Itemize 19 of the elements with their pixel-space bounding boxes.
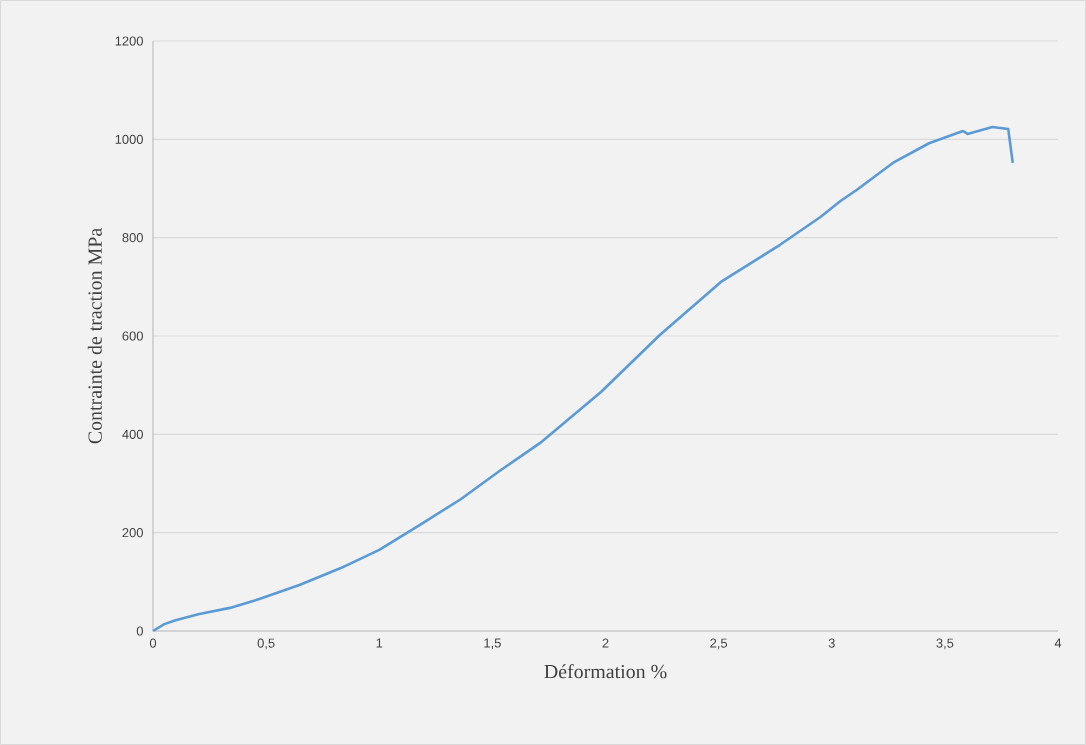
y-tick-label: 0 [136,626,143,636]
x-tick-label: 2,5 [710,638,728,650]
y-tick-label: 1200 [115,36,143,46]
x-tick-label: 1 [376,638,383,648]
x-tick-label: 1,5 [484,638,501,650]
line-series [151,125,1015,633]
y-tick-label: 400 [122,429,143,439]
y-tick-label: 1000 [115,134,143,144]
y-axis-title: Contrainte de traction MPa [87,228,102,444]
x-tick-label: 0,5 [257,638,275,650]
x-tick-label: 3,5 [936,638,954,650]
x-tick-label: 4 [1054,638,1062,648]
x-tick-label: 2 [602,638,609,648]
y-tick-label: 600 [122,331,143,341]
y-tick-label: 200 [122,528,143,538]
x-tick-label: 0 [149,638,157,648]
x-axis-title: Déformation % [544,664,667,679]
x-tick-label: 3 [828,638,835,648]
y-tick-label: 800 [122,233,143,243]
